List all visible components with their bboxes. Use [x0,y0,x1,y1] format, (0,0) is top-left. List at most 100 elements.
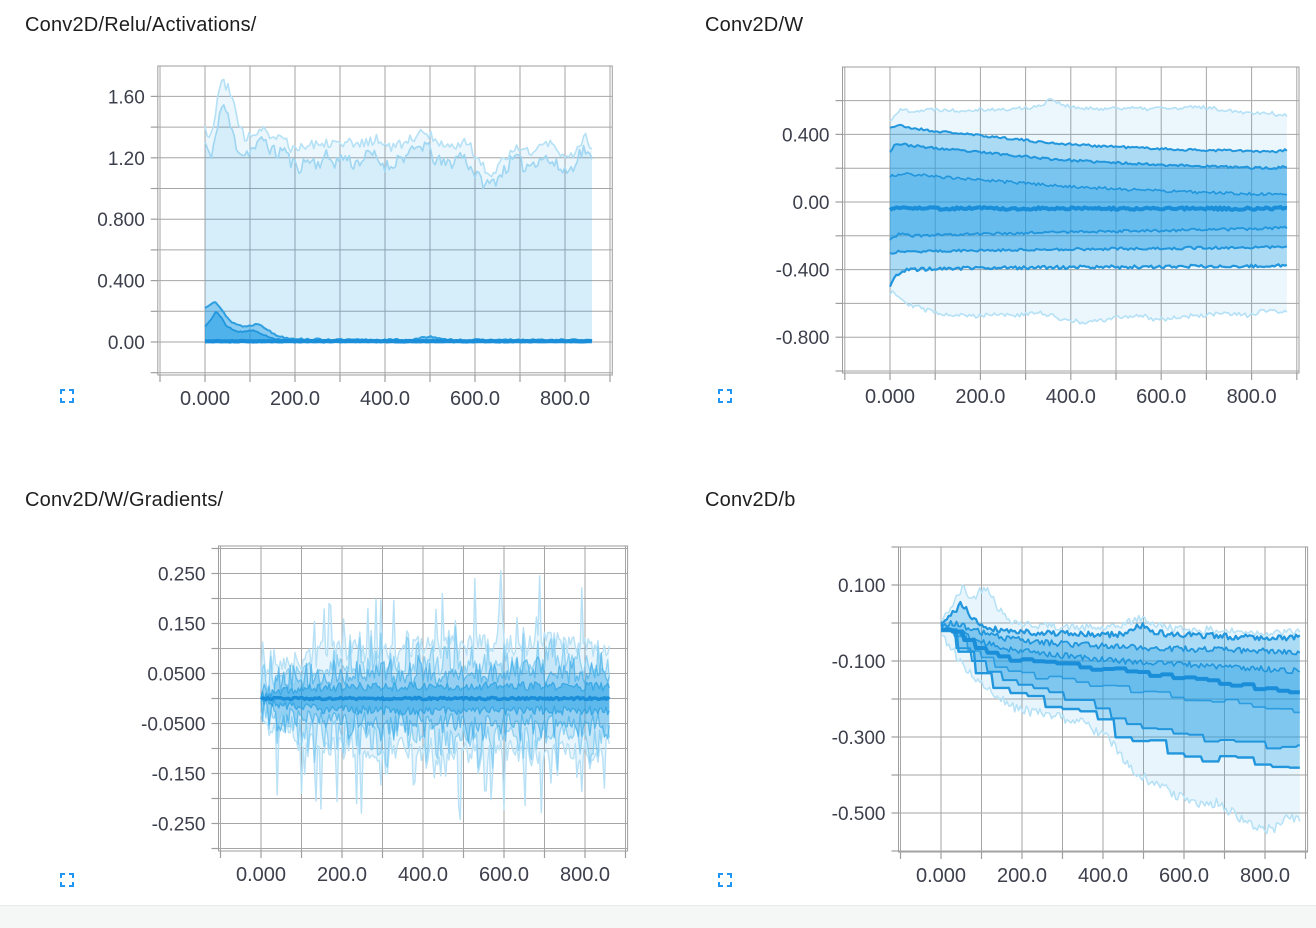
line-palemin [941,634,1301,835]
line-p93 [260,625,610,692]
chart-grad: 0.250 0.150 0.0500 -0.0500 -0.150 -0.250 0.000… [141,545,629,886]
y-tick-label: 0.00 [793,193,830,214]
x-tick-label: 400.0 [1046,386,1096,408]
line-p93 [940,600,1301,642]
axis-ticks [891,546,1307,859]
expand-icon[interactable] [713,868,737,892]
x-tick-label: 0.000 [180,388,230,410]
y-tick-label: -0.300 [832,728,886,749]
x-tick-label: 400.0 [1078,865,1128,887]
expand-icon[interactable] [713,384,737,408]
chart-w: 0.400 0.00 -0.400 -0.800 0.000 200.0 400.0 600.… [776,66,1300,408]
y-axis-labels: 0.100 -0.100 -0.300 -0.500 [832,576,886,825]
y-tick-label: 0.400 [97,272,145,293]
line-median [204,338,593,344]
line-max [260,570,610,684]
percentile-bands [261,570,610,820]
line-p7 [260,703,610,771]
x-tick-label: 0.000 [865,386,915,408]
x-tick-label: 200.0 [955,386,1005,408]
x-tick-label: 200.0 [270,388,320,410]
x-tick-label: 400.0 [398,864,448,886]
x-tick-label: 800.0 [1227,386,1277,408]
y-tick-label: 0.250 [158,565,206,586]
y-tick-label: 0.800 [97,210,145,231]
line-min [260,712,610,821]
band-p93-zero [205,104,592,343]
percentile-lines [259,570,611,821]
band-max-min [261,570,610,820]
y-axis-labels: 0.250 0.150 0.0500 -0.0500 -0.150 -0.250 [141,565,205,836]
expand-icon[interactable] [55,384,79,408]
gridlines [157,66,613,375]
x-axis-labels: 0.000 200.0 400.0 600.0 800.0 [916,865,1290,887]
x-tick-label: 0.000 [236,864,286,886]
line-p69 [260,681,610,701]
line-p84 [260,652,610,702]
y-axis-labels: 1.60 1.20 0.800 0.400 0.00 [97,87,145,354]
line-p16 [889,245,1287,255]
gridlines [842,67,1300,373]
line-min [889,290,1288,325]
fullscreen-glyph [60,389,74,403]
line-p69 [889,172,1288,197]
axis-ticks [211,547,627,858]
line-palemax [940,584,1301,637]
line-p93 [889,123,1288,154]
x-axis-labels: 0.000 200.0 400.0 600.0 800.0 [180,388,590,410]
chart-title-w: Conv2D/W [705,14,804,36]
y-tick-label: -0.250 [152,815,206,836]
gridlines [898,546,1308,852]
line-p16 [941,628,1300,750]
y-tick-label: 0.00 [108,333,145,354]
y-tick-label: -0.500 [832,804,886,825]
line-median [940,627,1300,695]
band-p84-p16 [890,143,1287,254]
x-tick-label: 600.0 [1159,865,1209,887]
x-tick-label: 600.0 [479,864,529,886]
line-p69 [940,624,1301,675]
line-p31 [260,697,610,716]
band-p69-p31 [890,172,1287,240]
fullscreen-glyph [60,873,74,887]
fullscreen-glyph [718,389,732,403]
x-tick-label: 800.0 [1240,865,1290,887]
chart-title-gradients: Conv2D/W/Gradients/ [25,489,224,511]
y-tick-label: 0.400 [782,125,830,146]
x-tick-label: 0.000 [916,865,966,887]
x-tick-label: 200.0 [317,864,367,886]
percentile-lines [204,78,593,344]
footer-strip [0,905,1316,928]
line-max [204,78,593,178]
y-tick-label: -0.400 [776,261,830,282]
line-p7 [941,628,1300,769]
chart-title-activations: Conv2D/Relu/Activations/ [25,14,257,36]
axis-ticks [150,95,611,382]
chart-b: 0.100 -0.100 -0.300 -0.500 0.000 200.0 400.0 60… [832,546,1309,887]
line-max [889,98,1288,122]
y-tick-label: 0.150 [158,615,206,636]
line-p84 [940,620,1301,656]
fullscreen-glyph [718,873,732,887]
y-tick-label: 0.0500 [147,665,205,686]
percentile-lines [888,98,1288,325]
chart-act: 1.60 1.20 0.800 0.400 0.00 0.000 200.0 400.0 600… [97,65,613,410]
percentile-bands [205,79,592,343]
line-p7 [888,263,1288,288]
line-p93 [204,104,593,190]
line-p31 [941,630,1300,714]
x-tick-label: 400.0 [360,388,410,410]
y-tick-label: 1.20 [108,149,145,170]
x-tick-label: 600.0 [450,388,500,410]
y-tick-label: -0.150 [152,765,206,786]
y-tick-label: -0.100 [832,652,886,673]
x-tick-label: 800.0 [560,864,610,886]
line-median [259,695,611,702]
x-tick-label: 600.0 [1136,386,1186,408]
x-tick-label: 200.0 [997,865,1047,887]
line-p31 [889,225,1288,241]
percentile-lines [940,584,1301,835]
expand-icon[interactable] [55,868,79,892]
